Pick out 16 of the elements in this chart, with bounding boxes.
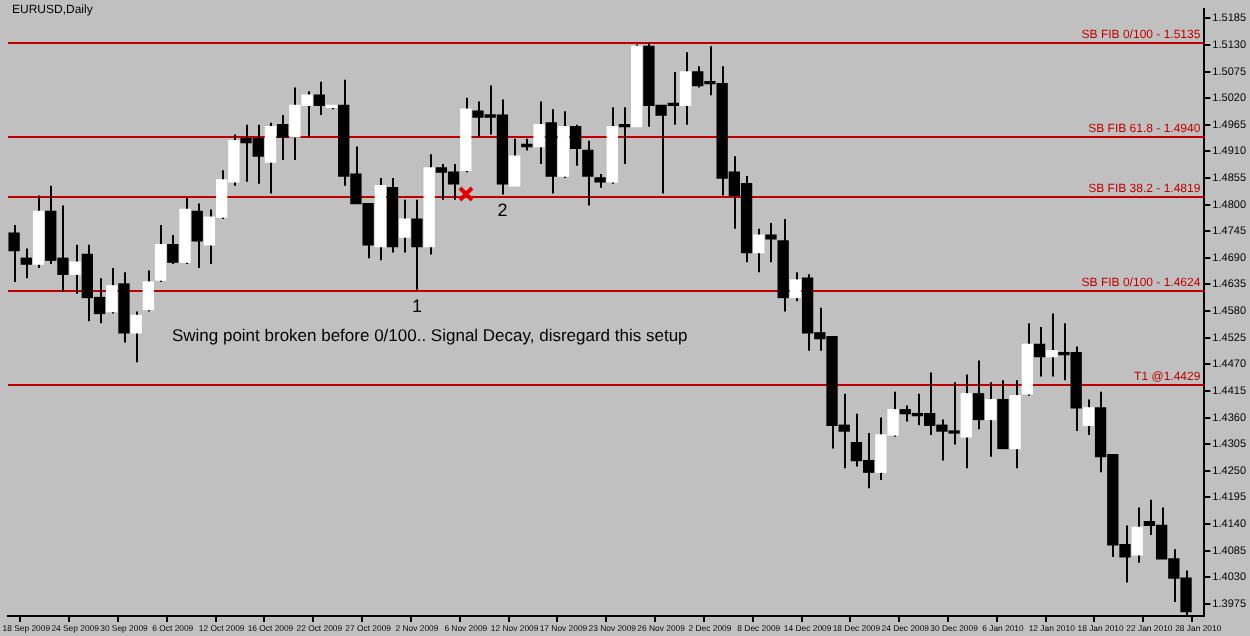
candlestick xyxy=(8,223,20,284)
candlestick xyxy=(570,123,582,167)
annotation: 1 xyxy=(411,295,422,316)
candlestick xyxy=(411,198,423,291)
annotation: 2 xyxy=(497,200,508,221)
candlestick xyxy=(142,269,155,313)
candlestick xyxy=(313,80,325,117)
candlestick xyxy=(1033,326,1046,378)
candlestick xyxy=(191,202,203,269)
candlestick xyxy=(972,359,985,431)
candlestick xyxy=(765,221,777,264)
candlestick xyxy=(582,139,594,207)
candlestick xyxy=(167,234,179,266)
candlestick xyxy=(20,247,32,280)
candlestick xyxy=(277,114,289,162)
annotation: Swing point broken before 0/100.. Signal Decay, disregard this setup xyxy=(171,325,689,346)
